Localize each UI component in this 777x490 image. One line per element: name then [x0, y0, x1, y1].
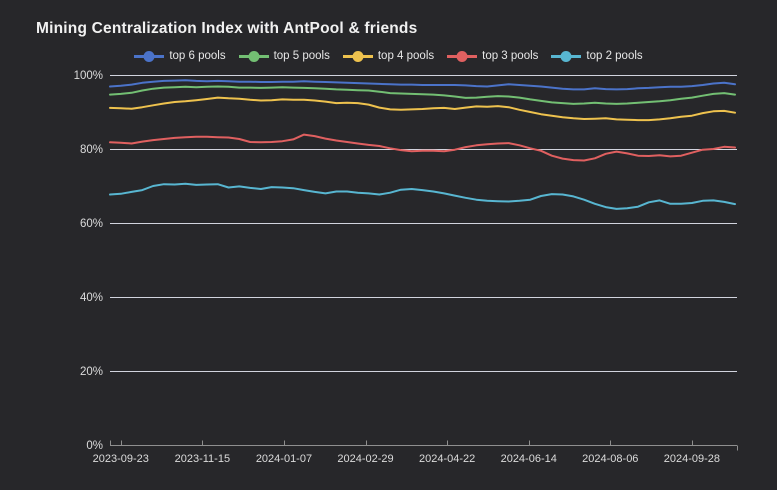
legend-item-label: top 3 pools	[482, 50, 539, 62]
gridlines	[110, 75, 737, 446]
legend-item-label: top 5 pools	[273, 50, 330, 62]
legend-item-label: top 6 pools	[169, 50, 226, 62]
x-axis-labels: 2023-09-23 2023-11-15 2024-01-07 2024-02-29…	[93, 453, 720, 465]
y-tick-label: 40%	[80, 292, 103, 304]
legend-item-top-3-pools[interactable]: top 3 pools	[447, 50, 538, 63]
series-line-top-6-pools	[109, 79, 736, 91]
legend-item-top-6-pools[interactable]: top 6 pools	[134, 50, 226, 63]
x-tick-label: 2023-09-23	[93, 453, 149, 465]
x-tick-label: 2023-11-15	[175, 453, 230, 465]
legend-item-top-5-pools[interactable]: top 5 pools	[238, 50, 330, 63]
x-tick-label: 2024-06-14	[501, 453, 557, 465]
y-tick-label: 20%	[80, 366, 103, 378]
x-axis-ticks	[110, 440, 738, 451]
y-tick-label: 100%	[74, 70, 103, 82]
legend-marker-icon	[134, 50, 165, 62]
series-line-top-2-pools	[109, 182, 736, 210]
x-tick-label: 2024-08-06	[582, 453, 638, 465]
x-tick-label: 2024-09-28	[664, 453, 720, 465]
legend-item-label: top 4 pools	[377, 50, 435, 62]
legend-item-label: top 2 pools	[586, 50, 643, 62]
legend-marker-icon	[551, 50, 582, 62]
y-tick-label: 80%	[80, 144, 103, 156]
legend-item-top-4-pools[interactable]: top 4 pools	[342, 50, 435, 63]
y-tick-label: 0%	[86, 440, 103, 452]
x-tick-label: 2024-01-07	[256, 453, 312, 465]
x-tick-label: 2024-02-29	[337, 453, 393, 465]
legend-marker-icon	[342, 50, 373, 62]
series-line-top-5-pools	[109, 85, 736, 105]
legend-marker-icon	[447, 50, 478, 62]
legend: top 6 pools top 5 pools top 4 pools top 3 p…	[0, 47, 777, 65]
legend-item-top-2-pools[interactable]: top 2 pools	[551, 50, 643, 63]
series-line-top-3-pools	[109, 133, 736, 162]
y-tick-label: 60%	[80, 218, 103, 230]
y-axis-labels: 0% 20% 40% 60% 80% 100%	[74, 70, 103, 452]
chart-title: Mining Centralization Index with AntPool…	[36, 20, 418, 37]
series-line-top-4-pools	[109, 96, 736, 122]
legend-marker-icon	[238, 50, 269, 62]
x-tick-label: 2024-04-22	[419, 453, 475, 465]
